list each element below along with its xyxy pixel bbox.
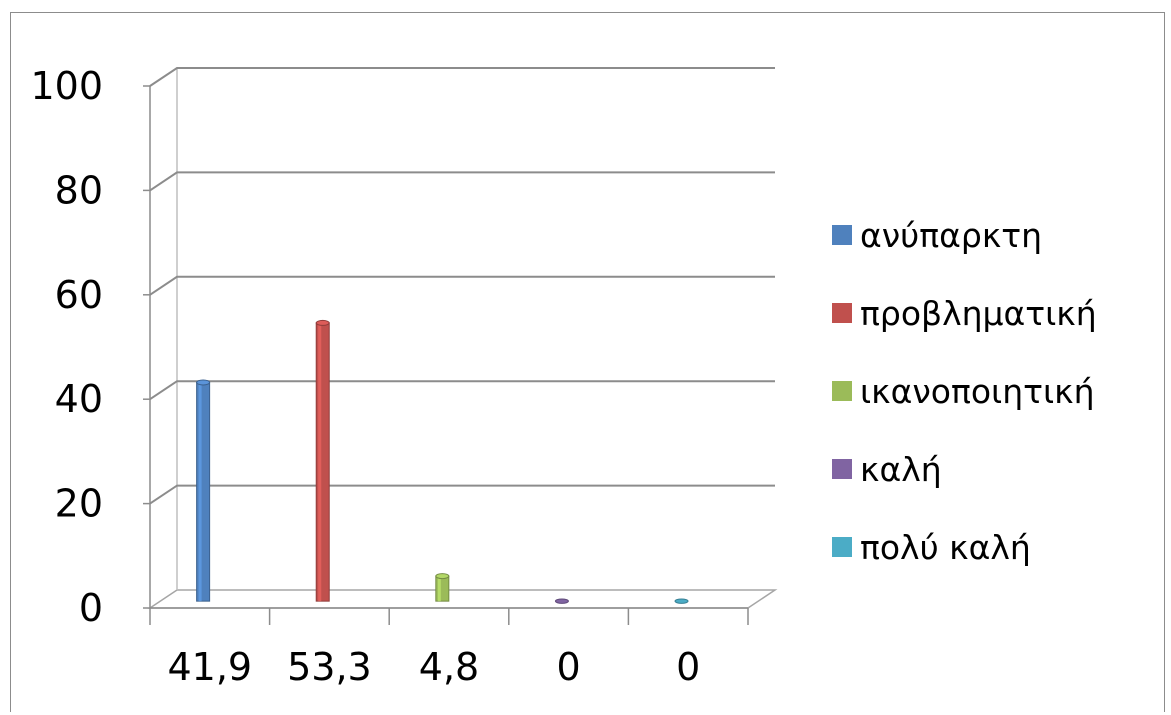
- x-tick-label: 53,3: [287, 645, 372, 689]
- legend-swatch-red: [832, 303, 852, 323]
- legend-item-poly-kali: πολύ καλή: [832, 508, 1162, 586]
- legend-label: προβληματική: [860, 293, 1097, 333]
- legend-item-kali: καλή: [832, 430, 1162, 508]
- grid-layer: [147, 67, 778, 609]
- x-tick-label: 41,9: [167, 645, 252, 689]
- gridline-20: [149, 484, 775, 505]
- y-tick-label: 80: [55, 168, 103, 212]
- legend-swatch-blue: [832, 225, 852, 245]
- legend-item-provlimatiki: προβληματική: [832, 274, 1162, 352]
- y-tick-label: 40: [55, 377, 103, 421]
- gridline-80: [149, 171, 775, 192]
- y-tick-label: 20: [55, 482, 103, 526]
- bar-layer: [196, 319, 689, 604]
- x-tick-label: 0: [557, 645, 581, 689]
- legend-swatch-green: [832, 381, 852, 401]
- gridline-100: [149, 67, 775, 87]
- legend-label: ικανοποιητική: [860, 371, 1095, 411]
- x-tick-labels: 41,9 53,3 4,8 0 0: [167, 645, 700, 689]
- legend-label: πολύ καλή: [860, 527, 1031, 567]
- x-tick-label: 4,8: [419, 645, 479, 689]
- bar-poly-kali: [674, 598, 689, 604]
- legend-label: καλή: [860, 449, 942, 489]
- legend: ανύπαρκτη προβληματική ικανοποιητική καλ…: [832, 196, 1162, 586]
- bar-provlimatiki: [315, 319, 330, 602]
- legend-label: ανύπαρκτη: [860, 215, 1043, 255]
- legend-swatch-cyan: [832, 537, 852, 557]
- legend-item-anyparkti: ανύπαρκτη: [832, 196, 1162, 274]
- y-tick-label: 60: [55, 273, 103, 317]
- y-tick-label: 100: [30, 64, 103, 108]
- bar-anyparkti: [196, 379, 211, 602]
- y-tick-label: 0: [79, 586, 103, 630]
- axis-layer: [143, 85, 749, 625]
- legend-item-ikanopoiitiki: ικανοποιητική: [832, 352, 1162, 430]
- bar-ikanopoiitiki: [435, 573, 450, 602]
- bar-kali: [554, 598, 569, 604]
- y-tick-labels: 0 20 40 60 80 100: [30, 64, 103, 630]
- legend-swatch-purple: [832, 459, 852, 479]
- x-tick-label: 0: [676, 645, 700, 689]
- gridline-40: [149, 380, 775, 401]
- gridline-60: [149, 275, 775, 296]
- chart-frame: [10, 12, 1165, 712]
